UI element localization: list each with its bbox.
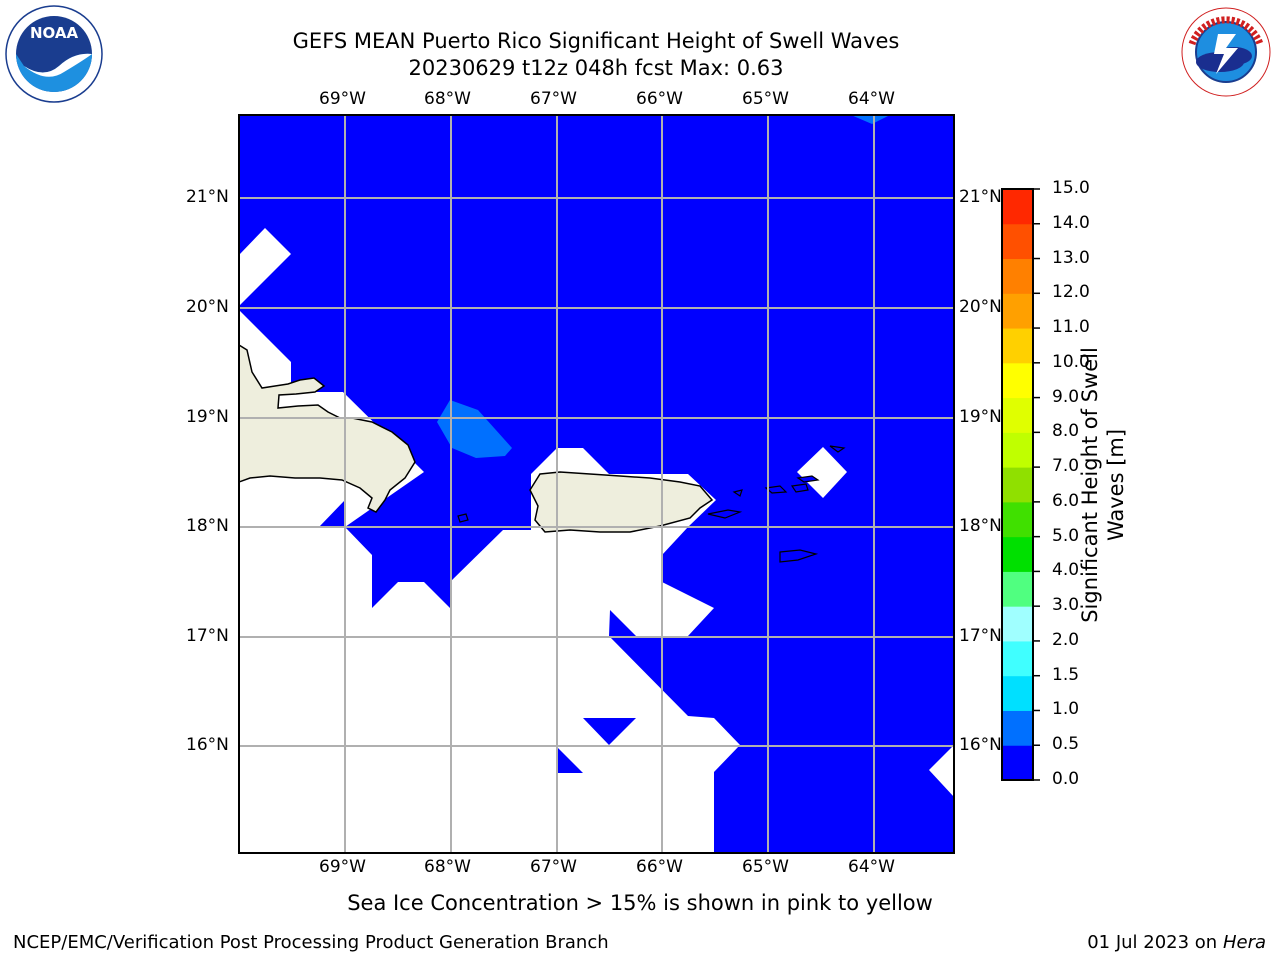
colorbar-tick-label: 2.0 (1052, 629, 1080, 650)
footer-date: 01 Jul 2023 on Hera (1087, 932, 1266, 953)
colorbar-tick-label: 14.0 (1052, 212, 1090, 233)
ocean-patch (557, 747, 583, 773)
island-st-john (790, 483, 809, 493)
island-st-thomas (764, 485, 788, 494)
nws-logo (1181, 7, 1271, 97)
island-tortola (796, 475, 820, 483)
colorbar-step (1002, 571, 1033, 607)
graticule (239, 115, 954, 853)
island-st-croix (779, 549, 819, 563)
sea-ice-caption: Sea Ice Concentration > 15% is shown in … (347, 891, 933, 915)
lat-tick-right: 21°N (959, 187, 1002, 207)
colorbar-tick-label: 9.0 (1052, 386, 1080, 407)
footer-branch: NCEP/EMC/Verification Post Processing Pr… (13, 932, 609, 953)
swell-contour-0.5 (437, 400, 512, 458)
nodata-area-virgin-islands (797, 447, 847, 498)
noaa-logo: NOAA (5, 5, 103, 103)
colorbar-step (1002, 606, 1033, 642)
footer-date-text: 01 Jul 2023 on (1087, 932, 1223, 953)
lon-tick-top: 68°W (424, 89, 471, 109)
land-puerto-rico (529, 471, 714, 533)
colorbar-tick-label: 5.0 (1052, 525, 1080, 546)
lon-tick-top: 65°W (742, 89, 789, 109)
swell-contour-0.5 (851, 115, 890, 124)
island-mona (457, 513, 469, 523)
lon-tick-top: 66°W (636, 89, 683, 109)
lon-tick-bottom: 68°W (424, 857, 471, 877)
lat-tick-left: 20°N (186, 297, 229, 317)
map-frame (238, 114, 955, 854)
colorbar-tick-label: 10.0 (1052, 351, 1090, 372)
lon-tick-bottom: 69°W (319, 857, 366, 877)
colorbar-tick-label: 11.0 (1052, 317, 1090, 338)
nodata-area-northwest (239, 228, 291, 306)
lat-tick-right: 20°N (959, 297, 1002, 317)
colorbar-tick-label: 7.0 (1052, 456, 1080, 477)
forecast-subtitle: 20230629 t12z 048h fcst Max: 0.63 (408, 56, 784, 80)
lat-tick-right: 19°N (959, 407, 1002, 427)
colorbar-tick-label: 15.0 (1052, 178, 1090, 198)
lon-tick-top: 67°W (530, 89, 577, 109)
colorbar-tick-label: 4.0 (1052, 560, 1080, 581)
lat-tick-left: 18°N (186, 516, 229, 536)
colorbar-step (1002, 432, 1033, 468)
page-title: GEFS MEAN Puerto Rico Significant Height… (292, 29, 900, 53)
lon-tick-bottom: 66°W (636, 857, 683, 877)
lon-tick-bottom: 65°W (742, 857, 789, 877)
land-hispaniola (239, 344, 416, 513)
footer-host: Hera (1222, 932, 1266, 953)
nodata-area-east (929, 745, 954, 797)
colorbar (1001, 188, 1040, 781)
lon-tick-bottom: 67°W (530, 857, 577, 877)
colorbar-step (1002, 536, 1033, 572)
colorbar-step (1002, 467, 1033, 503)
colorbar-tick-label: 1.0 (1052, 699, 1080, 720)
colorbar-step (1002, 293, 1033, 329)
colorbar-label-line2: Waves [m] (1104, 428, 1128, 542)
colorbar-step (1002, 745, 1033, 781)
island-vieques (707, 509, 743, 519)
colorbar-tick-label: 0.0 (1052, 769, 1080, 789)
colorbar-tick-label: 6.0 (1052, 490, 1080, 511)
lat-tick-right: 18°N (959, 516, 1002, 536)
colorbar-step (1002, 362, 1033, 399)
colorbar-tick-label: 8.0 (1052, 421, 1080, 442)
ocean-patch (319, 500, 345, 527)
island-culebra (732, 489, 743, 497)
lon-tick-bottom: 64°W (848, 857, 895, 877)
lat-tick-left: 17°N (186, 626, 229, 646)
lon-tick-top: 69°W (319, 89, 366, 109)
lat-tick-right: 16°N (959, 735, 1002, 755)
colorbar-step (1002, 223, 1033, 260)
lat-tick-left: 19°N (186, 407, 229, 427)
noaa-logo-text: NOAA (30, 24, 79, 42)
lat-tick-left: 21°N (186, 187, 229, 207)
colorbar-tick-label: 3.0 (1052, 595, 1080, 616)
colorbar-step (1002, 640, 1033, 677)
island-anegada (829, 445, 846, 453)
colorbar-step (1002, 258, 1033, 294)
lat-tick-right: 17°N (959, 626, 1002, 646)
colorbar-label-line1: Significant Height of Swell (1078, 347, 1102, 623)
colorbar-step (1002, 328, 1033, 364)
colorbar-tick-label: 0.5 (1052, 734, 1080, 755)
colorbar-step (1002, 501, 1033, 538)
colorbar-step (1002, 189, 1033, 225)
colorbar-tick-label: 13.0 (1052, 247, 1090, 268)
ocean-patch (583, 718, 636, 745)
colorbar-tick-label: 1.5 (1052, 664, 1080, 685)
colorbar-step (1002, 675, 1033, 711)
lon-tick-top: 64°W (848, 89, 895, 109)
colorbar-tick-label: 12.0 (1052, 282, 1090, 303)
lat-tick-left: 16°N (186, 735, 229, 755)
colorbar-step (1002, 397, 1033, 433)
colorbar-step (1002, 710, 1033, 746)
